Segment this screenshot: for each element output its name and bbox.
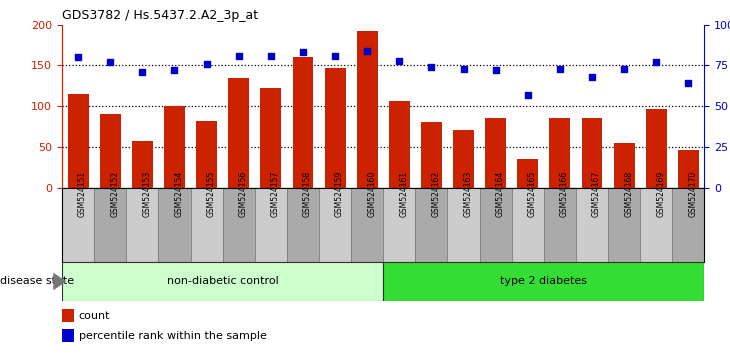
Text: GSM524155: GSM524155 <box>207 170 215 217</box>
Bar <box>544 188 576 262</box>
Bar <box>261 88 281 188</box>
Bar <box>62 188 94 262</box>
Point <box>586 74 598 80</box>
Point <box>329 53 341 58</box>
Text: GSM524166: GSM524166 <box>560 170 569 217</box>
Bar <box>132 141 153 188</box>
Bar <box>447 188 480 262</box>
Bar <box>68 94 88 188</box>
Bar <box>357 31 377 188</box>
Bar <box>158 188 191 262</box>
Bar <box>550 118 570 188</box>
Bar <box>518 159 538 188</box>
Bar <box>223 188 255 262</box>
Bar <box>319 188 351 262</box>
Bar <box>255 188 287 262</box>
Bar <box>196 121 217 188</box>
Bar <box>383 188 415 262</box>
Bar <box>614 143 634 188</box>
Bar <box>389 101 410 188</box>
Text: GSM524164: GSM524164 <box>496 170 504 217</box>
Point <box>426 64 437 70</box>
Bar <box>228 78 249 188</box>
Text: GSM524162: GSM524162 <box>431 171 440 217</box>
Point <box>233 53 245 58</box>
Text: GSM524156: GSM524156 <box>239 170 247 217</box>
Bar <box>62 330 74 342</box>
Text: GSM524168: GSM524168 <box>624 171 633 217</box>
Point <box>522 92 534 98</box>
Bar <box>94 188 126 262</box>
Text: GSM524159: GSM524159 <box>335 170 344 217</box>
Bar <box>62 309 74 321</box>
Text: disease state: disease state <box>0 276 74 286</box>
Bar <box>582 118 602 188</box>
Text: GSM524161: GSM524161 <box>399 171 408 217</box>
Text: GSM524169: GSM524169 <box>656 170 665 217</box>
Bar <box>191 188 223 262</box>
Text: GSM524154: GSM524154 <box>174 170 183 217</box>
Point <box>393 58 405 63</box>
Bar <box>485 118 506 188</box>
Text: GSM524153: GSM524153 <box>142 170 151 217</box>
Point <box>361 48 373 54</box>
Point <box>554 66 566 72</box>
Bar <box>421 122 442 188</box>
Bar <box>287 188 319 262</box>
Point <box>458 66 469 72</box>
Text: GSM524151: GSM524151 <box>78 171 87 217</box>
Text: GSM524163: GSM524163 <box>464 170 472 217</box>
Text: GSM524167: GSM524167 <box>592 170 601 217</box>
Point <box>201 61 212 67</box>
Text: GSM524152: GSM524152 <box>110 171 119 217</box>
Text: non-diabetic control: non-diabetic control <box>166 276 279 286</box>
Point <box>297 50 309 55</box>
Bar <box>351 188 383 262</box>
Bar <box>126 188 158 262</box>
Bar <box>576 188 608 262</box>
Text: GSM524160: GSM524160 <box>367 170 376 217</box>
Text: GDS3782 / Hs.5437.2.A2_3p_at: GDS3782 / Hs.5437.2.A2_3p_at <box>62 9 258 22</box>
Bar <box>453 130 474 188</box>
Text: GSM524158: GSM524158 <box>303 171 312 217</box>
Bar <box>62 262 383 301</box>
Text: percentile rank within the sample: percentile rank within the sample <box>79 331 266 341</box>
Bar <box>678 150 699 188</box>
Bar <box>480 188 512 262</box>
Bar <box>415 188 447 262</box>
Point <box>72 55 84 60</box>
Bar <box>164 106 185 188</box>
Point <box>137 69 148 75</box>
Text: GSM524157: GSM524157 <box>271 170 280 217</box>
Bar <box>293 57 313 188</box>
Point <box>618 66 630 72</box>
Bar <box>608 188 640 262</box>
Point <box>265 53 277 58</box>
Bar <box>672 188 704 262</box>
Bar <box>383 262 704 301</box>
Text: count: count <box>79 310 110 321</box>
Bar <box>646 109 666 188</box>
Point <box>490 68 502 73</box>
Bar <box>100 114 120 188</box>
Point <box>650 59 662 65</box>
Bar <box>512 188 544 262</box>
Text: type 2 diabetes: type 2 diabetes <box>500 276 588 286</box>
Point <box>104 59 116 65</box>
Point <box>169 68 180 73</box>
Text: GSM524170: GSM524170 <box>688 170 697 217</box>
Bar <box>640 188 672 262</box>
Point <box>683 81 694 86</box>
Bar <box>325 68 345 188</box>
Text: GSM524165: GSM524165 <box>528 170 537 217</box>
